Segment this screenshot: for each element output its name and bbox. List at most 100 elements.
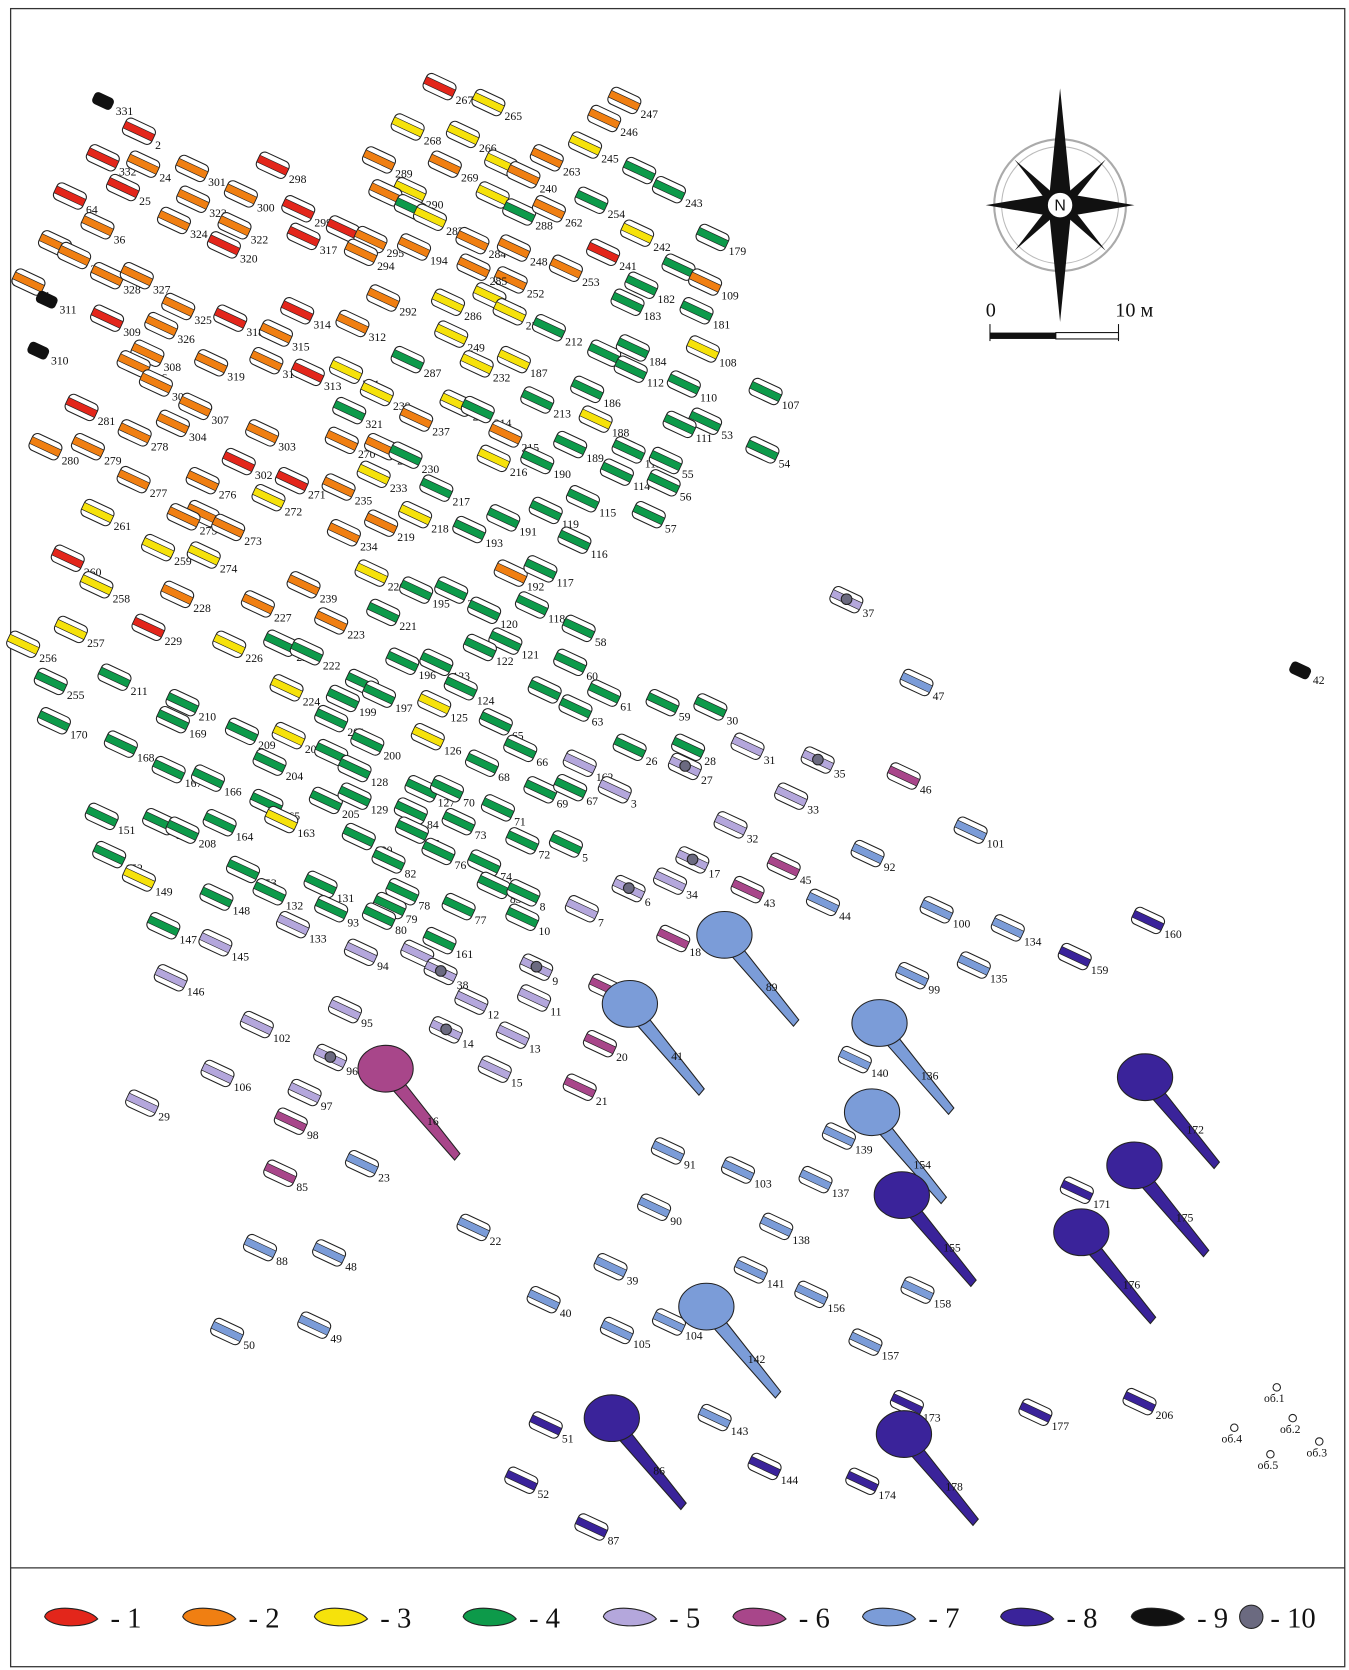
grave-band	[419, 477, 453, 499]
grave-label: 67	[586, 795, 598, 808]
grave-band	[746, 439, 779, 461]
grave-band	[364, 512, 398, 534]
grave: 298	[255, 151, 307, 186]
grave-band	[504, 1469, 538, 1491]
grave: 129	[337, 782, 388, 817]
grave: 10	[505, 903, 550, 938]
grave-band	[104, 733, 138, 755]
grave-band	[622, 160, 656, 182]
grave-label: 193	[485, 537, 503, 550]
grave-band	[86, 147, 120, 169]
grave-band	[399, 407, 433, 429]
grave: 124	[443, 673, 495, 707]
grave-label: 78	[419, 899, 431, 912]
grave: 115	[565, 485, 616, 519]
grave: 224	[269, 674, 320, 708]
grave-label: 14	[462, 1037, 474, 1050]
grave-label: 232	[493, 371, 511, 384]
grave: 304	[155, 409, 207, 444]
grave: 312	[335, 309, 386, 344]
grave: 170	[36, 707, 88, 741]
grave-band	[405, 778, 438, 800]
grave-band	[734, 1259, 768, 1281]
grave-band	[731, 879, 765, 901]
grave: 173	[889, 1390, 941, 1424]
grave-band	[314, 898, 348, 920]
grave: 210	[165, 689, 216, 723]
grave-label: 274	[220, 563, 238, 576]
grave: 174	[845, 1467, 896, 1502]
grave: 51	[528, 1411, 574, 1446]
grave: 252	[493, 266, 545, 301]
grave-label: 101	[987, 838, 1005, 851]
grave-band	[288, 1082, 322, 1104]
grave-label: 55	[682, 468, 694, 481]
grave: 98	[273, 1107, 319, 1142]
grave: 106	[200, 1059, 251, 1094]
grave: 73	[441, 807, 487, 842]
grave-band	[139, 372, 173, 394]
grave-band	[398, 504, 432, 526]
grave-band	[57, 244, 91, 267]
grave-label: 191	[519, 525, 537, 538]
grave: 253	[548, 254, 600, 289]
grave: 114	[599, 458, 650, 493]
grave-band	[422, 840, 455, 862]
grave-label: 166	[224, 786, 242, 799]
grave-label: 84	[427, 819, 439, 832]
grave: 122	[462, 633, 514, 668]
grave: 142	[678, 1282, 782, 1399]
grave: 288	[502, 198, 553, 233]
grave-label: 140	[871, 1067, 889, 1080]
grave-band	[565, 898, 599, 920]
grave-band	[806, 891, 840, 913]
grave-label: 200	[383, 750, 401, 763]
grave: 255	[33, 667, 85, 702]
grave: 258	[79, 571, 130, 605]
grave: 219	[364, 509, 415, 544]
grave: 42	[1289, 661, 1325, 687]
grave-band	[749, 380, 783, 403]
grave-band	[849, 1331, 882, 1353]
grave: 311	[35, 290, 77, 316]
grave-chamber	[583, 1394, 640, 1443]
grave: 314	[280, 297, 331, 331]
grave-band	[463, 636, 497, 658]
grave-band	[411, 726, 445, 748]
grave-band	[272, 725, 306, 747]
grave: 149	[121, 864, 173, 899]
grave-label: 212	[565, 335, 583, 348]
grave-band	[290, 641, 324, 663]
grave-band	[270, 677, 304, 699]
grave-band	[774, 785, 808, 807]
grave-band	[434, 579, 468, 601]
grave: 145	[198, 929, 250, 963]
grave: 94	[343, 938, 389, 973]
grave-chamber	[851, 999, 908, 1047]
grave-label: 187	[530, 367, 548, 380]
legend-swatch	[1000, 1607, 1055, 1627]
grave: 197	[361, 680, 413, 715]
grave-label: 120	[500, 618, 518, 631]
grave: 139	[821, 1122, 873, 1157]
grave-band	[281, 198, 315, 220]
grave: 271	[274, 467, 326, 501]
grave: 283	[412, 203, 464, 238]
grave-label: 76	[455, 859, 467, 872]
grave-label: 28	[704, 755, 716, 768]
grave: 187	[496, 345, 548, 380]
grave-band	[413, 206, 447, 228]
grave-band	[417, 693, 451, 715]
grave-band	[454, 990, 488, 1012]
grave-band	[587, 682, 621, 704]
grave-label: 72	[539, 848, 551, 861]
grave-label: 145	[232, 950, 250, 963]
grave: 140	[837, 1045, 889, 1080]
grave: 156	[794, 1280, 845, 1315]
grave-band	[176, 188, 210, 210]
grave-band	[488, 423, 522, 445]
grave-label: 170	[70, 728, 88, 741]
grave-band	[520, 449, 554, 472]
grave-band	[721, 1159, 755, 1181]
grave: 82	[371, 846, 417, 880]
